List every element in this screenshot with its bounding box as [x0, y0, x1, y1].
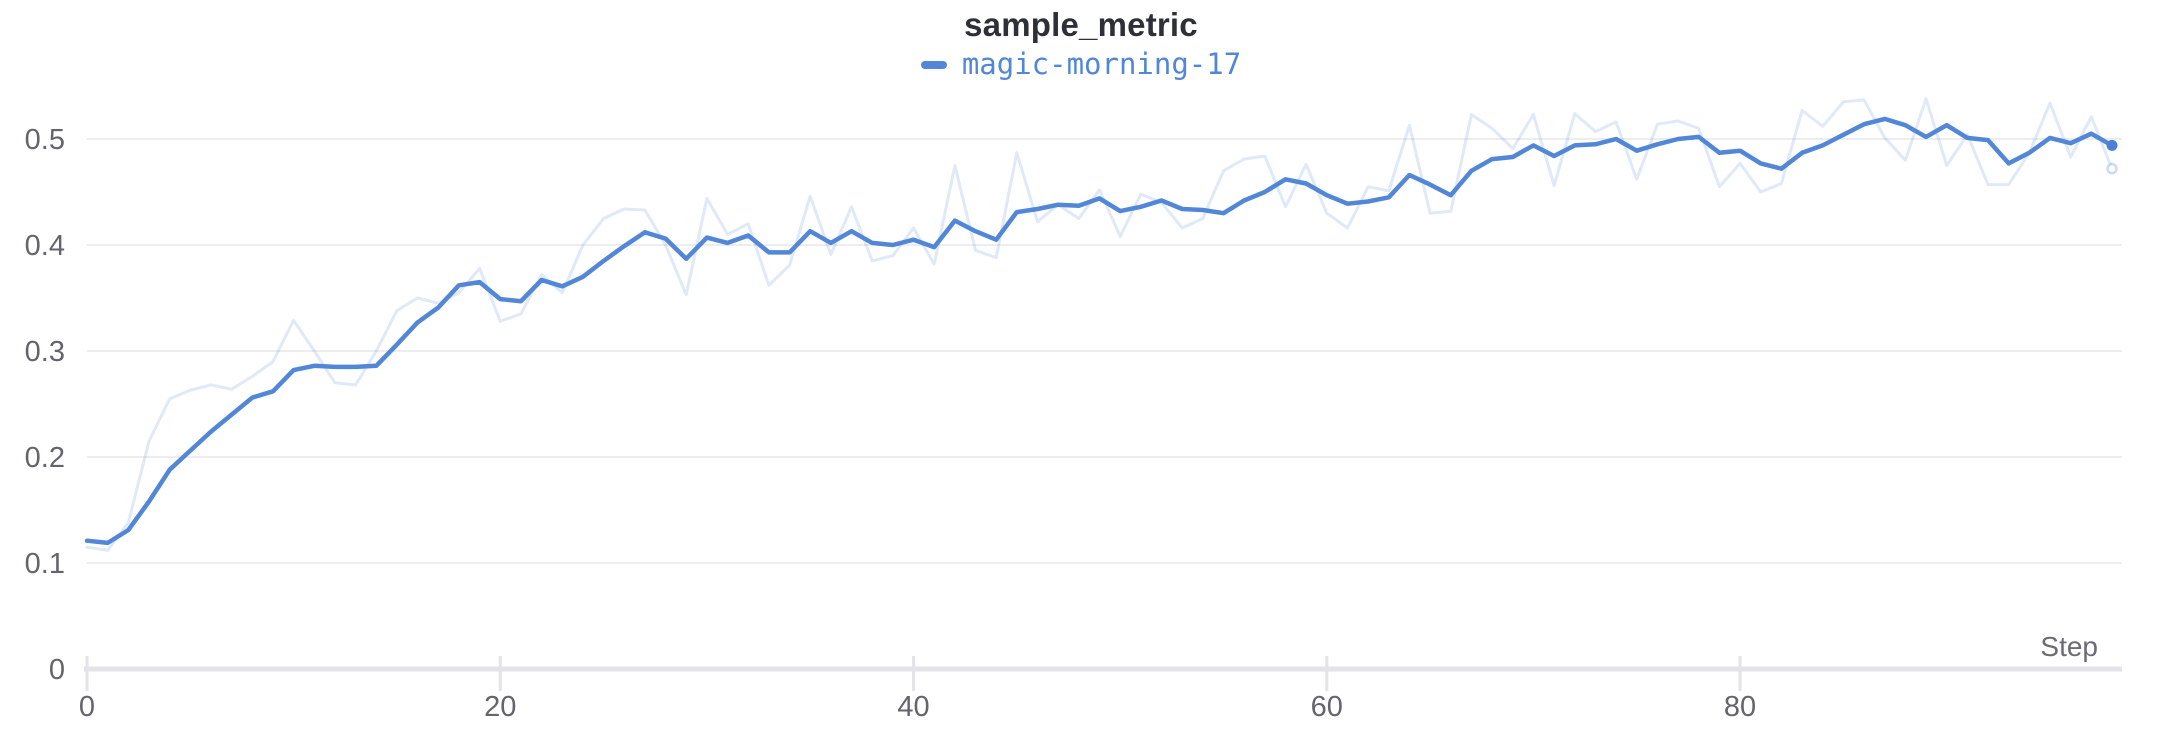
legend-run-label: magic-morning-17: [961, 47, 1242, 81]
legend-line-swatch-icon: [920, 60, 947, 69]
y-tick-label: 0.3: [25, 336, 65, 368]
end-markers-group: [2106, 139, 2118, 175]
x-tick-label: 0: [79, 691, 95, 723]
y-tick-label: 0.2: [25, 442, 65, 474]
series-group: [84, 97, 2115, 552]
x-tick-label: 80: [1724, 691, 1756, 723]
x-axis-title: Step: [2040, 631, 2098, 662]
gridlines-group: [87, 138, 2122, 564]
x-tick-label: 60: [1311, 691, 1343, 723]
y-tick-label: 0.1: [25, 548, 65, 580]
x-tick-label: 40: [897, 691, 929, 723]
axis-labels-group: 0 0.1 0.2 0.3 0.4 0.5 0 20 40 60 80 Step: [25, 124, 2098, 723]
x-axis-group: [84, 656, 2122, 691]
y-tick-label: 0.5: [25, 124, 65, 156]
legend-item-magic-morning-17[interactable]: magic-morning-17: [920, 47, 1242, 81]
page-title: sample_metric: [964, 6, 1198, 43]
chart-legend: magic-morning-17: [0, 50, 2162, 79]
y-tick-label: 0.4: [25, 230, 65, 262]
smoothed-series-line: [84, 116, 2115, 546]
latest-point-dot: [2106, 139, 2118, 151]
raw-series-line: [85, 97, 2114, 552]
y-tick-label: 0: [49, 654, 65, 686]
raw-endpoint-ring: [2106, 162, 2118, 175]
x-tick-label: 20: [484, 691, 516, 723]
